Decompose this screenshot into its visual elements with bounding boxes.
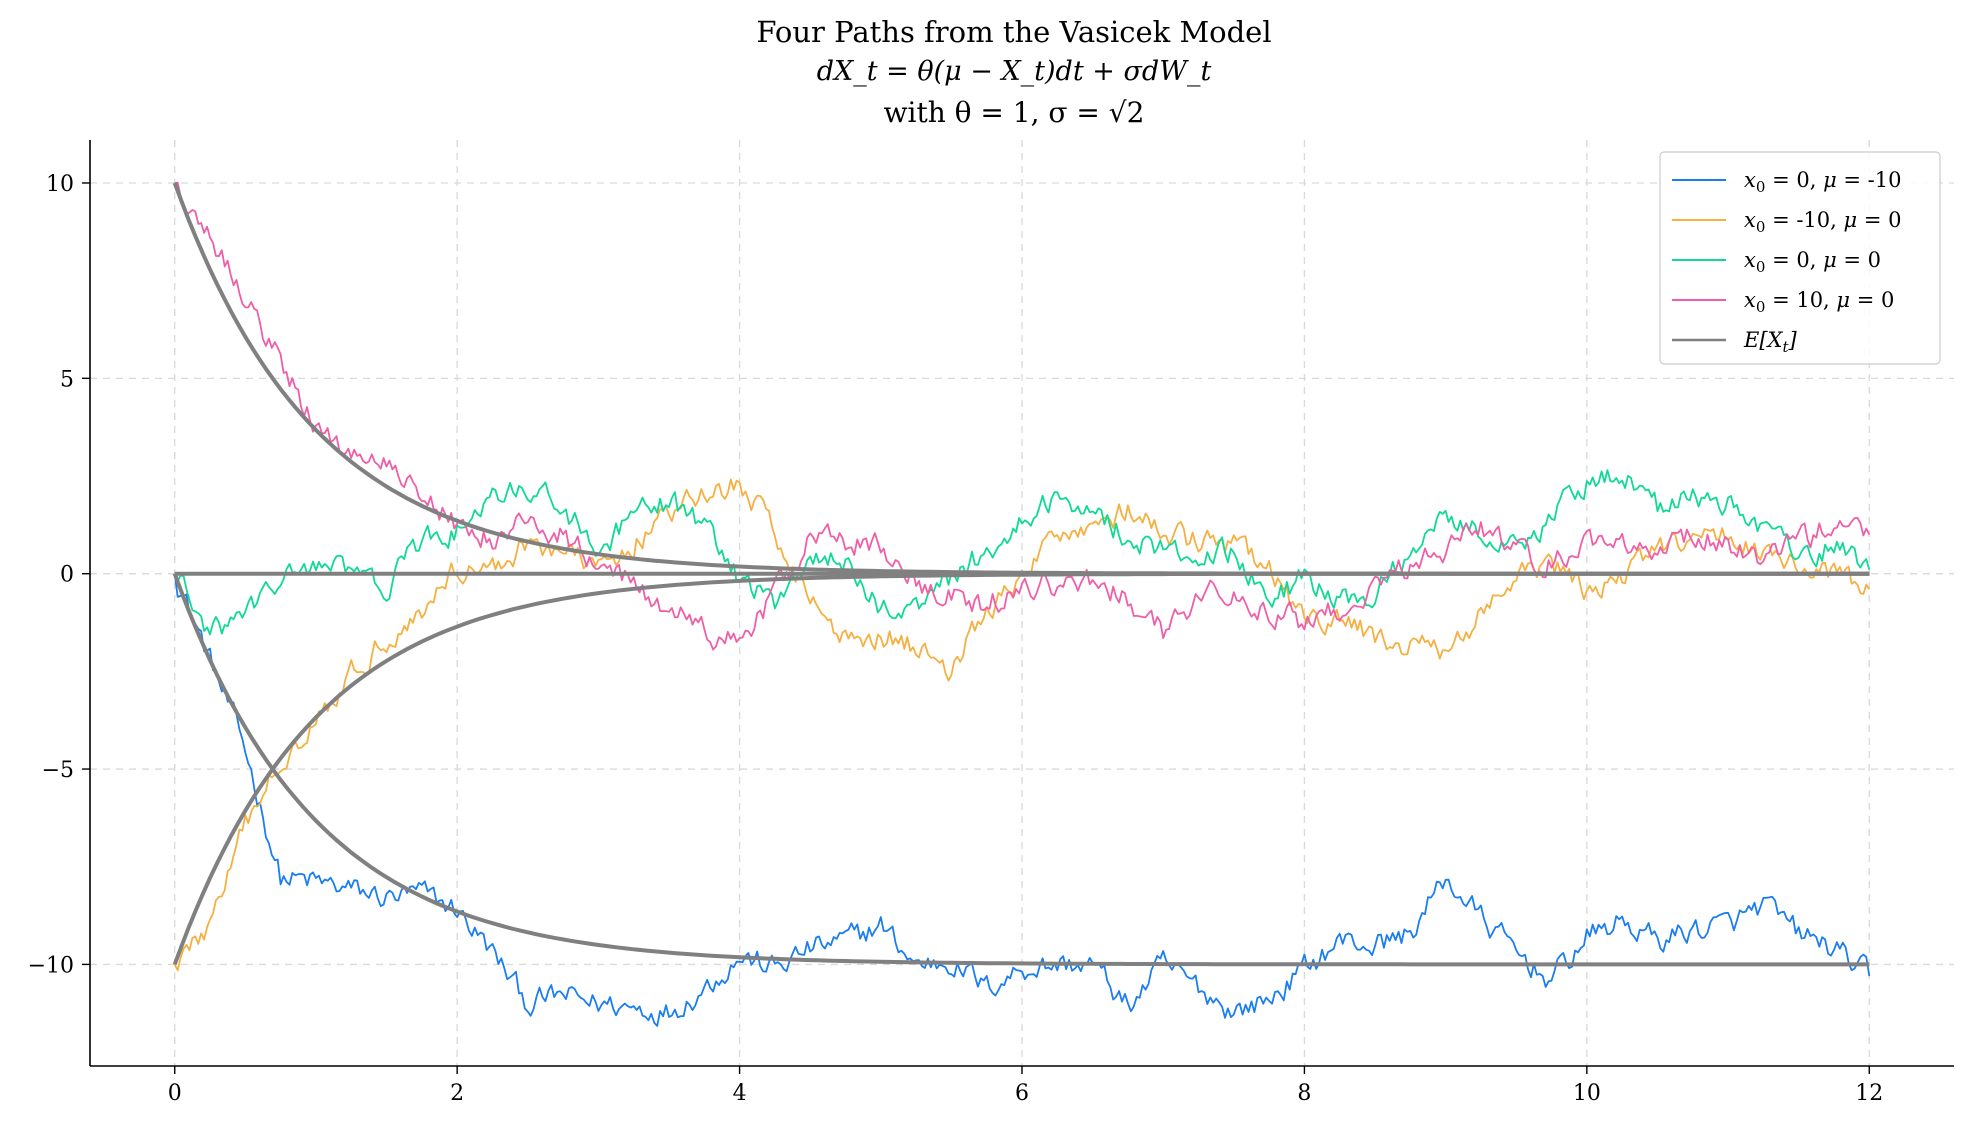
chart-title: Four Paths from the Vasicek Model [756, 15, 1271, 49]
legend: x0 = 0, μ = -10 x0 = -10, μ = 0 x0 = 0, μ … [1659, 151, 1941, 365]
legend-box [1659, 151, 1941, 365]
y-tick-label-2: 0 [60, 563, 74, 588]
x-tick-label-4: 8 [1297, 1081, 1311, 1106]
series-line-0 [173, 573, 1871, 1027]
expectation-lines [172, 182, 1870, 967]
y-tick-label-1: −5 [42, 758, 74, 783]
x-tick-label-6: 12 [1855, 1081, 1883, 1106]
x-tick-label-3: 6 [1015, 1081, 1029, 1106]
legend-label-0: x0 = 0, μ = -10 [1744, 168, 1901, 196]
x-tick-label-0: 0 [168, 1081, 182, 1106]
series-line-2 [173, 469, 1871, 636]
expectation-curve-0 [172, 573, 1870, 967]
tick-labels: 0 2 4 6 8 10 12 −10 −5 0 5 10 [28, 172, 1884, 1106]
chart-subtitle-equation: dX_t = θ(μ − X_t)dt + σdW_t [817, 56, 1212, 87]
x-tick-label-5: 10 [1573, 1081, 1601, 1106]
y-tick-label-0: −10 [28, 953, 74, 978]
series-line-3 [174, 181, 1871, 651]
legend-label-3: x0 = 10, μ = 0 [1744, 288, 1894, 316]
legend-label-2: x0 = 0, μ = 0 [1744, 248, 1881, 276]
chart-subtitle-params: with θ = 1, σ = √2 [884, 96, 1145, 129]
x-tick-label-1: 2 [450, 1081, 464, 1106]
y-tick-label-3: 5 [60, 367, 74, 392]
legend-label-expectation: E[Xt] [1743, 328, 1798, 356]
y-tick-label-4: 10 [46, 172, 74, 197]
x-tick-label-2: 4 [733, 1081, 747, 1106]
expectation-curve-3 [172, 182, 1870, 576]
legend-label-1: x0 = -10, μ = 0 [1744, 208, 1901, 236]
